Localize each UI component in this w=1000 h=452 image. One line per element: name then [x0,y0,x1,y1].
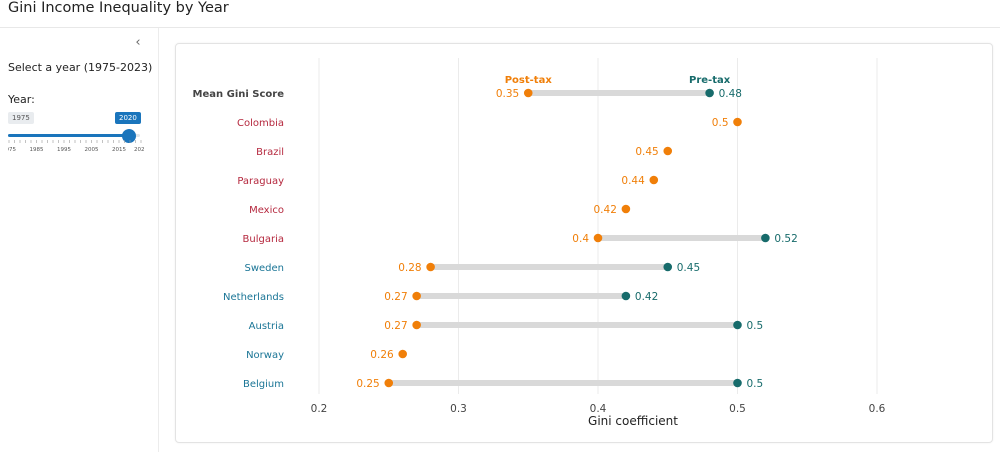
pre-tax-value-label: 0.5 [747,320,764,332]
post-tax-value-label: 0.28 [398,262,421,274]
x-tick-label: 0.4 [590,403,607,415]
post-tax-value-label: 0.42 [594,204,617,216]
post-tax-point [398,349,407,359]
sidebar: ‹ Select a year (1975-2023) Year: 1975 2… [0,28,159,452]
pre-tax-value-label: 0.42 [635,291,658,303]
country-label: Mean Gini Score [193,89,285,100]
post-tax-point [426,262,435,272]
x-tick-label: 0.2 [311,403,328,415]
chart-card: 0.2 0.3 0.4 0.5 0.6 Gini coefficient Post-tax P… [175,43,993,443]
pre-tax-point [621,291,631,301]
country-label: Austria [249,321,284,332]
slider-tick-label: 2023 [134,147,144,152]
post-tax-value-label: 0.27 [384,320,407,332]
slider-tick-label: 1985 [30,147,44,152]
post-tax-point [593,233,603,243]
year-slider[interactable]: 1975 2020 1975 1985 1995 2005 2015 2023 [8,112,144,152]
pre-tax-value-label: 0.48 [719,88,742,100]
country-label: Mexico [249,205,284,216]
country-label: Paraguay [237,176,284,187]
post-tax-value-label: 0.26 [370,349,394,361]
slider-ticks: 1975 1985 1995 2005 2015 2023 [8,140,144,152]
slider-value-label: 2020 [115,112,141,124]
post-tax-value-label: 0.25 [356,378,379,390]
pre-tax-point [733,320,742,330]
slider-tick-label: 2005 [85,147,99,152]
country-label: Norway [246,350,284,361]
post-tax-value-label: 0.4 [572,233,589,245]
pre-tax-point [663,262,673,272]
post-tax-point [663,146,673,156]
post-tax-point [733,117,742,127]
legend-post-tax: Post-tax [505,75,553,86]
post-tax-value-label: 0.27 [384,291,407,303]
country-label: Colombia [237,118,284,129]
post-tax-point [621,204,631,214]
legend-pre-tax: Pre-tax [689,75,731,86]
pre-tax-value-label: 0.52 [774,233,797,245]
post-tax-value-label: 0.44 [621,175,645,187]
post-tax-point [384,378,394,388]
country-label: Netherlands [223,292,284,303]
x-axis-title: Gini coefficient [588,414,678,428]
slider-tick-label: 2015 [112,147,126,152]
post-tax-point [649,175,659,185]
post-tax-point [523,88,533,98]
x-tick-label: 0.5 [729,403,746,415]
gini-dumbbell-chart: 0.2 0.3 0.4 0.5 0.6 Gini coefficient Post-tax P… [193,58,886,428]
year-input-label: Year: [8,93,35,106]
top-bar: Gini Income Inequality by Year [0,0,1000,28]
post-tax-value-label: 0.45 [635,146,658,158]
pre-tax-point [733,378,742,388]
pre-tax-point [705,88,714,98]
pre-tax-value-label: 0.5 [747,378,764,390]
pre-tax-value-label: 0.45 [677,262,700,274]
country-label: Brazil [256,147,284,158]
slider-fill [8,134,128,137]
country-label: Sweden [244,263,284,274]
x-tick-label: 0.3 [450,403,467,415]
country-label: Belgium [243,379,284,390]
post-tax-point [412,320,421,330]
slider-tick-label: 1995 [57,147,71,152]
post-tax-value-label: 0.35 [496,88,519,100]
country-label: Bulgaria [243,234,284,245]
app-title: Gini Income Inequality by Year [8,0,229,16]
x-tick-label: 0.6 [869,403,886,415]
post-tax-value-label: 0.5 [712,117,729,129]
slider-min-label: 1975 [8,112,34,124]
slider-tick-label: 1975 [8,147,16,152]
post-tax-point [412,291,421,301]
pre-tax-point [761,233,770,243]
collapse-sidebar-chevron-left-icon[interactable]: ‹ [135,35,141,50]
slider-handle[interactable] [122,129,136,143]
sidebar-heading: Select a year (1975-2023) [8,61,153,74]
